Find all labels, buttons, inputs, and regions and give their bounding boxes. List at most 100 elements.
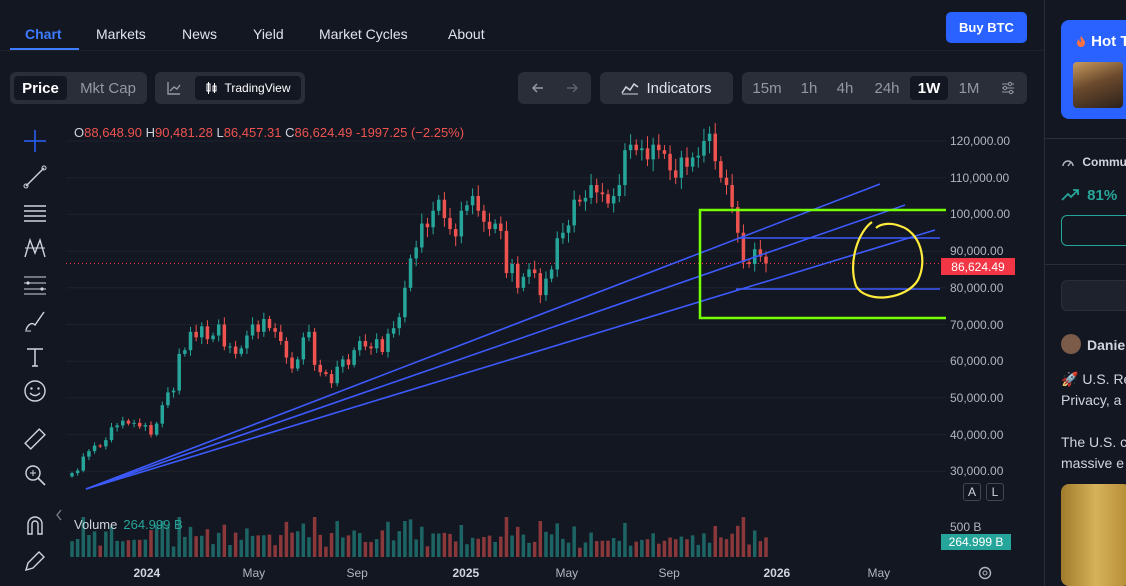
price-button[interactable]: Price: [14, 76, 67, 100]
interval-15m[interactable]: 15m: [752, 79, 782, 97]
log-scale-button[interactable]: L: [986, 483, 1004, 501]
buy-btc-button[interactable]: Buy BTC: [946, 12, 1027, 43]
volume-bar: [640, 539, 644, 557]
avatar[interactable]: [1061, 334, 1081, 354]
candle: [673, 170, 678, 178]
price-chart[interactable]: [66, 118, 946, 586]
volume-bar: [374, 539, 379, 557]
arrow-right-icon: [567, 83, 579, 93]
mktcap-button[interactable]: Mkt Cap: [80, 79, 136, 97]
chart-settings-button[interactable]: [994, 76, 1022, 100]
candle: [538, 273, 543, 296]
emoji-tool[interactable]: [20, 376, 50, 406]
ruler-tool[interactable]: [20, 424, 50, 454]
candles-icon: [206, 82, 217, 94]
volume-bar: [386, 521, 390, 557]
volume-bar: [611, 538, 616, 557]
candle: [256, 324, 260, 332]
pattern-tool[interactable]: [20, 233, 50, 263]
candle: [352, 350, 356, 365]
tab-chart[interactable]: Chart: [25, 26, 62, 42]
zoom-tool[interactable]: [20, 460, 50, 490]
redo-button[interactable]: [558, 76, 586, 100]
time-tick-label: 2025: [452, 566, 480, 580]
tab-yield[interactable]: Yield: [253, 26, 284, 42]
bullish-value: 81%: [1087, 187, 1118, 204]
candle: [470, 196, 475, 206]
candle: [702, 141, 706, 156]
change-value: -1997.25 (−2.25%): [356, 125, 465, 140]
bullish-vote-button[interactable]: [1061, 215, 1126, 246]
candle: [606, 194, 610, 204]
volume-bars: [70, 517, 768, 557]
candle: [171, 390, 176, 393]
volume-bar: [335, 521, 339, 557]
indicators-icon: [621, 82, 639, 95]
volume-bar: [736, 525, 740, 557]
candle: [369, 346, 373, 349]
sliders-icon: [1002, 81, 1014, 95]
volume-badge: 264.999 B: [941, 534, 1011, 550]
candle: [154, 423, 159, 435]
text-tool[interactable]: [20, 342, 50, 372]
time-tick-label: May: [555, 566, 579, 580]
drawing-mode-tool[interactable]: [20, 546, 50, 576]
collapse-toolbar-icon[interactable]: [54, 506, 64, 524]
hot-topics-title: Hot T: [1075, 33, 1126, 50]
candle: [657, 144, 661, 151]
auto-scale-button[interactable]: A: [963, 483, 981, 501]
volume-bar: [470, 537, 475, 557]
low-value: 86,457.31: [223, 125, 282, 140]
candle: [205, 326, 210, 340]
volume-bar: [685, 539, 689, 557]
volume-bar: [668, 537, 672, 557]
fib-tool[interactable]: [20, 270, 50, 300]
candle: [453, 229, 458, 237]
volume-bar: [358, 533, 362, 557]
trend-line-tool[interactable]: [20, 162, 50, 192]
candle: [228, 346, 232, 348]
candle: [341, 359, 345, 367]
indicators-group: Indicators: [600, 72, 733, 104]
current-price-badge: 86,624.49: [941, 258, 1015, 275]
tab-about[interactable]: About: [448, 26, 485, 42]
interval-1h[interactable]: 1h: [800, 79, 818, 97]
volume-bar: [690, 535, 695, 557]
post-image[interactable]: [1061, 484, 1126, 586]
candle: [764, 256, 768, 264]
interval-1w[interactable]: 1W: [910, 76, 948, 100]
volume-bar: [713, 525, 717, 557]
tab-news[interactable]: News: [182, 26, 218, 42]
interval-4h[interactable]: 4h: [836, 79, 854, 97]
candle: [515, 263, 520, 288]
volume-legend: Volume 264.999 B: [74, 517, 183, 532]
volume-bar: [566, 542, 571, 557]
candle: [245, 335, 249, 349]
volume-bar: [81, 517, 86, 557]
crosshair-tool[interactable]: [20, 126, 50, 156]
volume-bar: [544, 531, 548, 557]
volume-bar: [431, 533, 435, 557]
post-input[interactable]: [1061, 280, 1126, 311]
interval-24h[interactable]: 24h: [874, 79, 900, 97]
candle: [290, 357, 294, 369]
magnet-tool[interactable]: [20, 510, 50, 540]
volume-bar: [436, 533, 441, 557]
candle: [510, 263, 514, 274]
indicators-button[interactable]: Indicators: [604, 76, 729, 100]
hot-topics-card[interactable]: Hot T: [1061, 20, 1126, 119]
post-author[interactable]: Danie: [1087, 337, 1126, 353]
interval-1m[interactable]: 1M: [958, 79, 980, 97]
hot-topic-thumbnail: [1073, 62, 1123, 108]
horizontal-lines-tool[interactable]: [20, 198, 50, 228]
tradingview-button[interactable]: TradingView: [195, 76, 301, 100]
undo-button[interactable]: [524, 76, 552, 100]
bullish-percent: 81%: [1061, 187, 1117, 204]
time-axis-settings-icon[interactable]: [976, 564, 994, 582]
brush-tool[interactable]: [20, 306, 50, 336]
tab-markets[interactable]: Markets: [96, 26, 146, 42]
time-tick-label: May: [867, 566, 891, 580]
tab-market-cycles[interactable]: Market Cycles: [319, 26, 408, 42]
volume-bar: [200, 535, 204, 557]
line-chart-button[interactable]: [159, 76, 189, 100]
